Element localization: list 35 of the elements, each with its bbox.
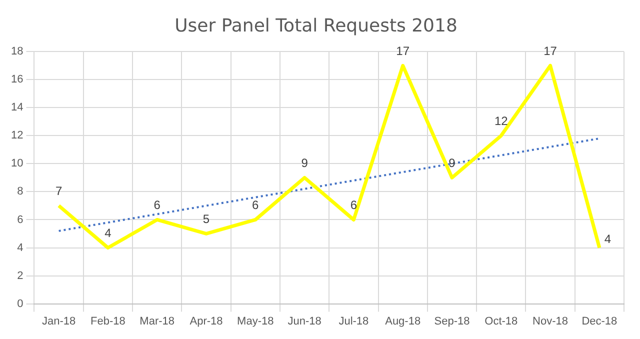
x-tick-label: Nov-18 <box>532 315 568 328</box>
data-label: 9 <box>448 156 456 170</box>
data-label: 17 <box>396 44 410 58</box>
data-label: 6 <box>252 198 260 212</box>
data-label: 12 <box>494 114 508 128</box>
x-tick-label: Jun-18 <box>288 315 322 328</box>
data-label: 6 <box>154 198 161 212</box>
x-tick-label: Sep-18 <box>434 315 470 328</box>
data-label: 4 <box>604 232 612 246</box>
x-tick-label: Apr-18 <box>190 315 223 328</box>
y-tick-label: 12 <box>10 130 24 142</box>
y-tick-label: 14 <box>10 102 24 114</box>
x-tick-label: Dec-18 <box>582 315 618 328</box>
x-tick-label: May-18 <box>237 315 274 328</box>
x-tick-label: Jul-18 <box>338 315 369 328</box>
data-label: 6 <box>350 198 358 212</box>
data-label: 17 <box>544 44 558 58</box>
y-tick-label: 18 <box>10 46 24 58</box>
x-tick-label: Aug-18 <box>385 315 421 328</box>
x-tick-label: Oct-18 <box>484 315 518 328</box>
y-tick-label: 8 <box>17 186 24 198</box>
y-tick-label: 0 <box>17 298 24 310</box>
data-label: 9 <box>301 156 308 170</box>
y-tick-label: 6 <box>17 214 24 226</box>
data-label: 5 <box>202 212 210 226</box>
x-tick-label: Feb-18 <box>90 315 126 328</box>
x-tick-label: Mar-18 <box>140 315 175 328</box>
y-tick-label: 16 <box>10 74 24 86</box>
data-label: 4 <box>104 226 112 240</box>
chart-title: User Panel Total Requests 2018 <box>174 15 458 36</box>
y-tick-label: 4 <box>17 242 24 254</box>
data-label: 7 <box>55 184 62 198</box>
y-tick-label: 2 <box>17 270 24 282</box>
x-tick-label: Jan-18 <box>42 315 76 328</box>
y-tick-label: 10 <box>10 158 24 170</box>
